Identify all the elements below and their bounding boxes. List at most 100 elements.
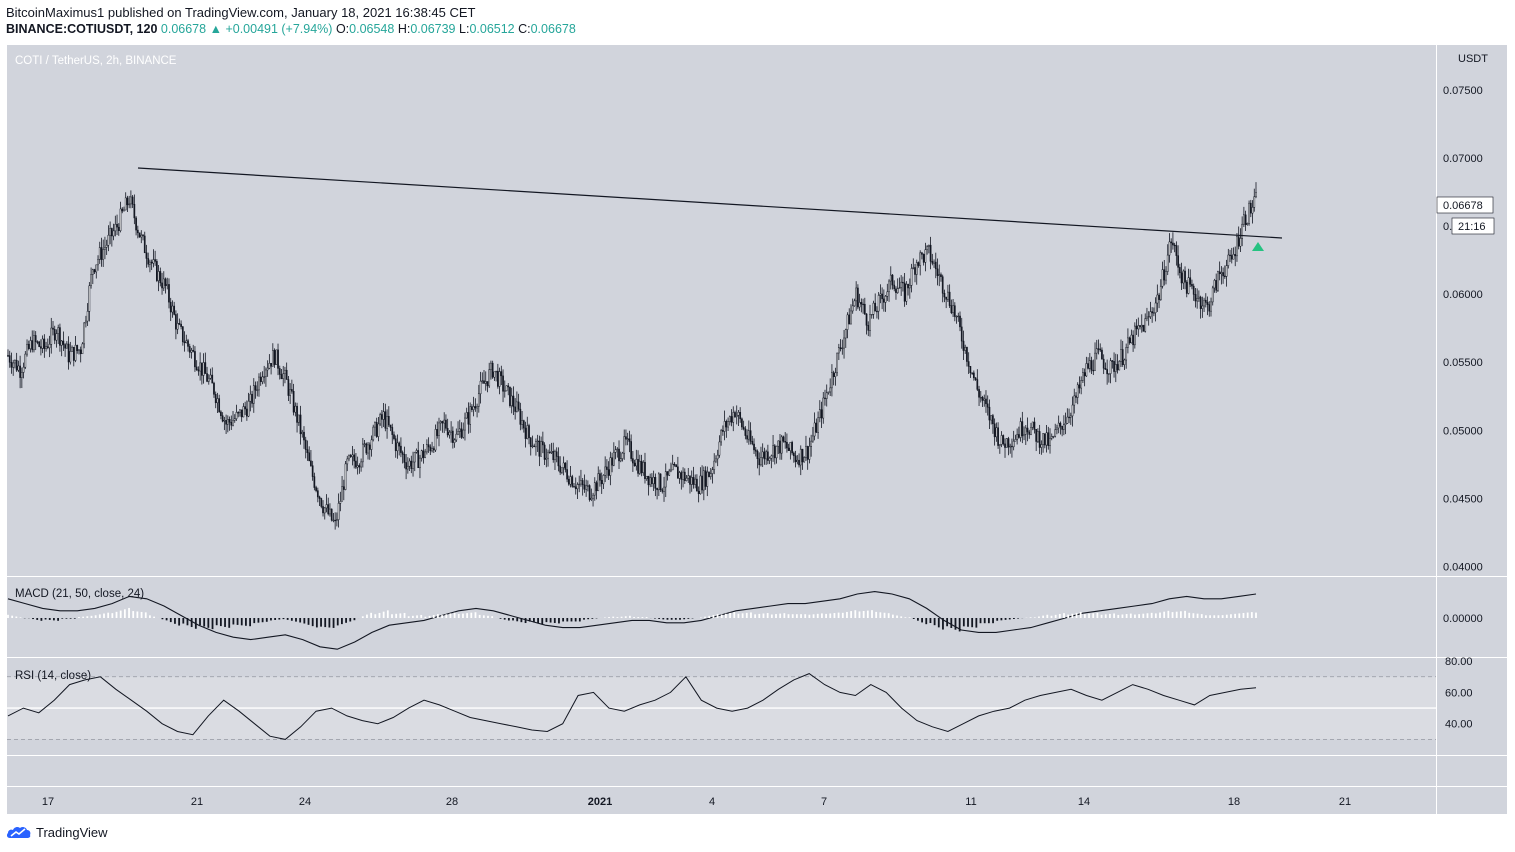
macd-histogram-bar (917, 618, 919, 621)
candle (839, 339, 842, 352)
macd-histogram-bar (1121, 614, 1124, 618)
rsi-line (7, 673, 1257, 740)
candle (753, 438, 755, 454)
candle (493, 371, 496, 381)
candle (794, 450, 797, 468)
candle (223, 416, 226, 431)
macd-histogram-bar (1171, 612, 1174, 618)
tradingview-branding[interactable]: TradingView (6, 824, 108, 840)
candle (1225, 259, 1228, 287)
candle (78, 349, 80, 355)
candle (48, 335, 51, 358)
macd-histogram-bar (971, 618, 974, 628)
macd-histogram-bar (1225, 614, 1228, 618)
candle (651, 473, 653, 488)
candle (689, 475, 691, 494)
price-axis[interactable] (1436, 45, 1507, 786)
candle (600, 472, 603, 494)
candle (898, 277, 901, 289)
candle (1248, 200, 1250, 226)
candle (760, 446, 762, 467)
candle (495, 370, 497, 382)
candle (1251, 200, 1254, 224)
candle (1087, 357, 1089, 370)
candle (477, 384, 480, 413)
candle (490, 360, 492, 380)
macd-histogram-bar (904, 617, 907, 618)
candle (943, 289, 946, 303)
price-pane[interactable] (7, 45, 1436, 576)
candle (194, 346, 196, 372)
macd-histogram-bar (478, 614, 481, 618)
candle (637, 450, 639, 477)
candle (358, 463, 361, 474)
candle (379, 412, 381, 426)
published-text: published on TradingView.com, January 18… (107, 5, 476, 20)
countdown-box (1451, 217, 1495, 235)
candle (1125, 343, 1128, 369)
macd-histogram-bar (1067, 614, 1070, 618)
candle (211, 367, 214, 384)
candle (1185, 280, 1188, 298)
candle (88, 282, 91, 322)
macd-histogram-bar (833, 613, 836, 618)
macd-histogram-bar (1075, 612, 1078, 618)
candle (683, 468, 686, 484)
candle (867, 321, 870, 337)
candle (503, 380, 506, 398)
candle (422, 443, 425, 464)
candle (580, 469, 582, 487)
high-label: H: (397, 22, 411, 36)
time-axis[interactable] (7, 786, 1507, 814)
candle (1158, 292, 1160, 309)
candle (976, 369, 979, 392)
candle (91, 268, 94, 285)
candle (773, 444, 776, 465)
candle (1007, 436, 1010, 456)
candle (652, 470, 655, 491)
macd-histogram-bar (19, 617, 22, 618)
macd-histogram-bar (386, 610, 389, 618)
candle (1109, 357, 1112, 384)
macd-histogram-bar (457, 613, 460, 618)
candle (699, 467, 702, 495)
candle (524, 421, 527, 448)
candle (382, 403, 385, 427)
macd-histogram-bar (1117, 614, 1120, 618)
candle (502, 369, 504, 403)
candle (548, 444, 551, 454)
macd-histogram-bar (349, 618, 352, 622)
candle (514, 398, 517, 420)
candle (1075, 392, 1077, 404)
candle (171, 300, 174, 318)
macd-histogram-bar (491, 616, 494, 618)
macd-histogram-bar (958, 618, 961, 632)
candle (986, 395, 989, 416)
candle (285, 362, 288, 380)
macd-histogram-bar (324, 618, 327, 628)
candle (806, 445, 809, 470)
candle (254, 381, 257, 399)
candle (325, 494, 328, 513)
candle (43, 334, 46, 358)
candle (581, 478, 584, 496)
candle (992, 413, 994, 434)
macd-histogram-bar (199, 618, 201, 626)
author-name[interactable]: BitcoinMaximus1 (6, 5, 105, 20)
candle (1232, 247, 1235, 260)
candle (862, 298, 864, 314)
candle (268, 354, 271, 370)
macd-histogram-bar (69, 618, 72, 619)
candle (154, 250, 156, 266)
candle (945, 296, 948, 309)
candle (178, 318, 181, 326)
candle (46, 338, 49, 350)
descending-resistance-line[interactable] (137, 167, 1283, 239)
candle (220, 410, 222, 420)
candle (311, 460, 314, 481)
candle (519, 402, 522, 431)
macd-histogram-bar (78, 617, 80, 618)
candle (1078, 376, 1081, 394)
candle (770, 454, 773, 469)
